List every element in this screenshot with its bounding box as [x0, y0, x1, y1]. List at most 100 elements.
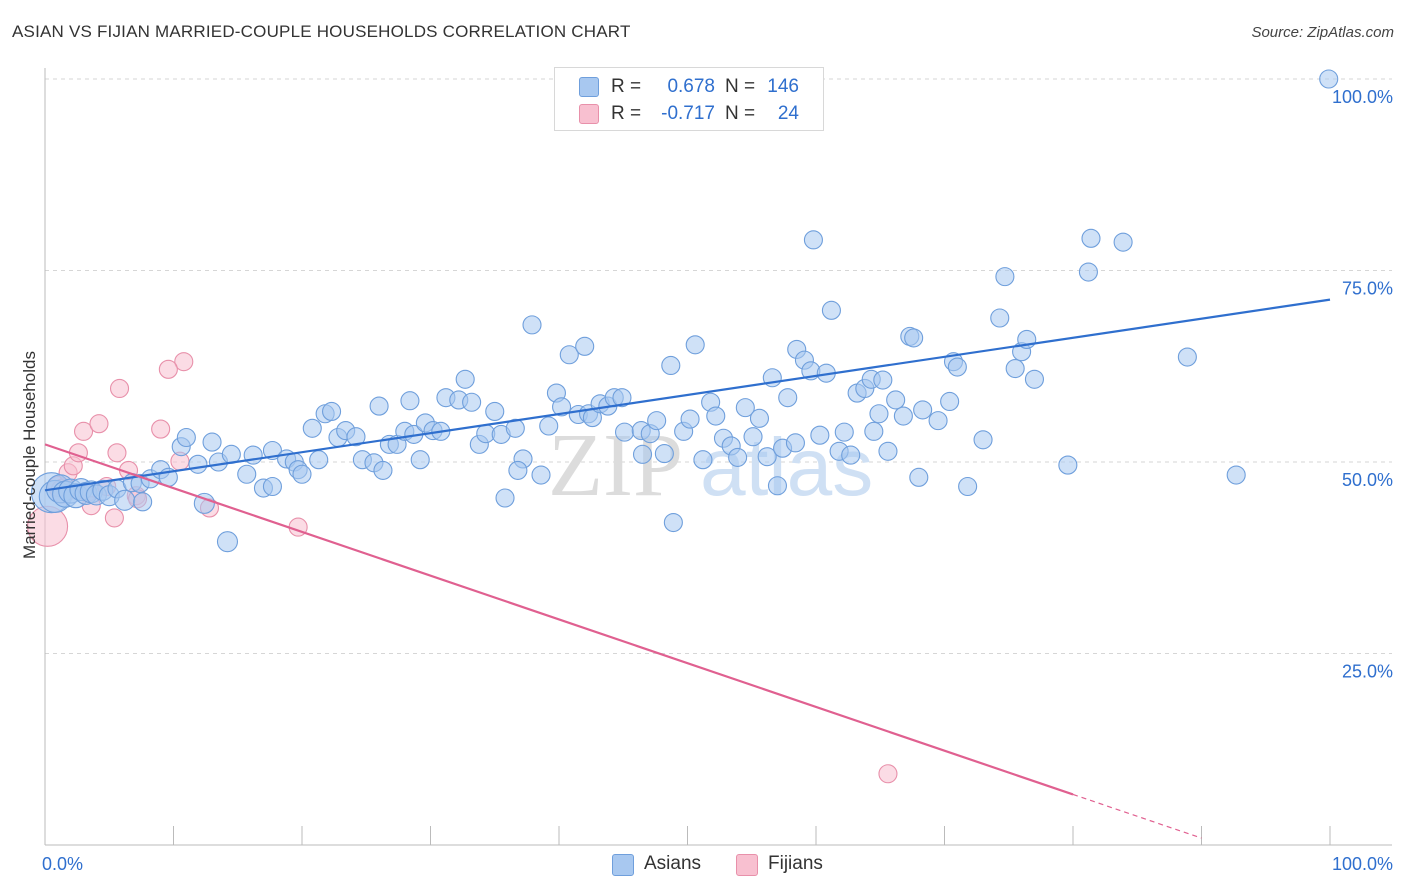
r-value: -0.717 — [661, 103, 715, 124]
r-label: R = — [611, 103, 642, 124]
y-tick-label: 100.0% — [1332, 87, 1393, 107]
asian-point — [1078, 262, 1098, 282]
series-legend: Asians Fijians — [0, 852, 1406, 878]
source-credit: Source: ZipAtlas.com — [1251, 24, 1394, 41]
chart-title: ASIAN VS FIJIAN MARRIED-COUPLE HOUSEHOLD… — [12, 22, 631, 41]
fijians-trendline-extension — [1072, 793, 1202, 839]
asian-point — [262, 476, 282, 497]
asian-point — [785, 433, 805, 453]
fijian-point — [89, 414, 109, 434]
asian-point — [685, 335, 705, 355]
r-value: 0.678 — [667, 76, 715, 97]
fijian-point — [74, 421, 94, 441]
asian-point — [614, 422, 635, 442]
legend-row-asians: R = 0.678 N = 146 — [555, 74, 823, 100]
asian-point — [778, 388, 798, 408]
asian-point — [193, 492, 215, 514]
asian-point — [612, 388, 632, 408]
fijians-swatch — [579, 104, 599, 124]
asian-point — [904, 328, 924, 348]
asians-legend-label: Asians — [644, 853, 702, 874]
fijian-point — [109, 378, 130, 399]
legend-row-fijians: R = -0.717 N = 24 — [555, 101, 823, 127]
r-label: R = — [611, 76, 642, 97]
fijian-point — [878, 764, 898, 784]
asian-point — [133, 492, 153, 512]
asian-point — [706, 406, 726, 426]
tick-labels: 100.0% 75.0% 50.0% 25.0% 0.0% 100.0% — [42, 87, 1393, 874]
asian-point — [485, 401, 505, 421]
asian-point — [873, 370, 893, 390]
asian-point — [346, 427, 366, 447]
asian-point — [302, 418, 322, 438]
n-value: 146 — [767, 76, 799, 97]
asian-point — [821, 300, 841, 320]
asian-point — [632, 444, 653, 464]
asian-point — [575, 336, 595, 356]
asian-point — [1113, 232, 1133, 252]
asian-point — [663, 512, 683, 533]
asian-point — [539, 416, 559, 436]
asian-point — [176, 427, 196, 448]
asian-point — [508, 460, 528, 480]
fijian-point — [151, 419, 171, 439]
asian-point — [909, 467, 929, 487]
asian-point — [834, 422, 854, 442]
asian-point — [743, 427, 763, 447]
asians-trendline — [44, 298, 1331, 492]
asian-point — [202, 432, 222, 452]
n-label: N = — [725, 103, 756, 124]
asian-point — [1058, 455, 1078, 475]
trendlines — [44, 298, 1331, 839]
asian-point — [864, 421, 884, 441]
asian-point — [893, 406, 913, 426]
asian-point — [947, 357, 967, 377]
asian-point — [680, 409, 700, 429]
asian-point — [973, 430, 993, 450]
asian-point — [559, 345, 579, 365]
asian-point — [735, 398, 755, 418]
asian-point — [757, 447, 777, 467]
asian-point — [1177, 347, 1197, 367]
asian-point — [990, 308, 1010, 328]
fijian-point — [158, 359, 178, 379]
fijian-point — [107, 443, 127, 463]
asian-point — [114, 489, 136, 511]
asian-point — [1081, 228, 1101, 248]
asian-point — [495, 488, 515, 508]
asian-point — [373, 460, 393, 480]
asian-point — [940, 391, 960, 412]
asian-point — [410, 450, 430, 470]
n-value: 24 — [777, 103, 799, 124]
asian-point — [505, 418, 525, 438]
asian-point — [928, 411, 948, 431]
asian-point — [216, 531, 239, 553]
fijians-legend-swatch — [736, 854, 758, 876]
asian-point — [309, 450, 329, 470]
asian-point — [455, 369, 475, 389]
asian-point — [237, 464, 257, 484]
asian-point — [913, 400, 933, 420]
asian-point — [693, 450, 713, 470]
asian-point — [1005, 358, 1025, 379]
asian-point — [810, 425, 830, 445]
axes — [44, 68, 1392, 846]
asian-point — [767, 476, 788, 496]
asian-point — [958, 476, 978, 497]
x-tick-label-max: 100.0% — [1332, 854, 1393, 874]
asian-point — [661, 355, 681, 376]
asian-point — [878, 441, 898, 461]
asian-point — [803, 230, 823, 250]
asians-legend-swatch — [612, 854, 634, 876]
y-tick-label: 25.0% — [1342, 662, 1393, 682]
asian-point — [749, 408, 770, 428]
asian-point — [462, 392, 482, 412]
asian-point — [841, 445, 861, 465]
asian-point — [1226, 465, 1246, 485]
correlation-legend: R = 0.678 N = 146 R = -0.717 N = 24 — [554, 67, 824, 131]
x-tick-label-min: 0.0% — [42, 854, 83, 874]
asians-points — [30, 69, 1339, 553]
asian-point — [1024, 369, 1044, 389]
n-label: N = — [725, 76, 756, 97]
